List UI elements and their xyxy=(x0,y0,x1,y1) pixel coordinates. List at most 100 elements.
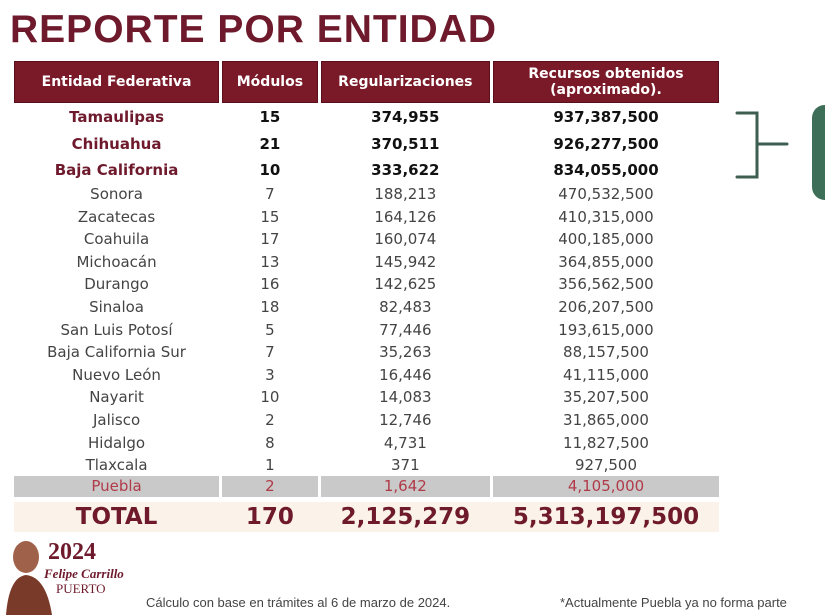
cell-recursos: 364,855,000 xyxy=(558,252,654,271)
table-row: Hidalgo 8 4,731 11,827,500 xyxy=(14,432,719,455)
table-row-puebla: Puebla 2 1,642 4,105,000 xyxy=(14,476,719,497)
table-row: Michoacán 13 145,942 364,855,000 xyxy=(14,251,719,274)
table-row: Tlaxcala 1 371 927,500 xyxy=(14,454,719,477)
total-recursos: 5,313,197,500 xyxy=(512,504,700,530)
cell-entidad: Jalisco xyxy=(92,411,141,429)
green-circle-graphic xyxy=(812,105,825,200)
cell-modulos: 1 xyxy=(265,456,275,475)
cell-recursos: 41,115,000 xyxy=(563,365,649,384)
table-row: Jalisco 2 12,746 31,865,000 xyxy=(14,409,719,432)
cell-regularizaciones: 14,083 xyxy=(379,388,432,407)
cell-regularizaciones: 164,126 xyxy=(374,207,437,226)
cell-regularizaciones: 16,446 xyxy=(379,365,432,384)
cell-regularizaciones: 4,731 xyxy=(383,433,427,452)
cell-recursos: 4,105,000 xyxy=(492,476,719,497)
table-header: Entidad Federativa Módulos Regularizacio… xyxy=(14,61,719,103)
total-row: TOTAL 170 2,125,279 5,313,197,500 xyxy=(14,502,719,532)
cell-recursos: 926,277,500 xyxy=(553,134,659,153)
cell-regularizaciones: 12,746 xyxy=(379,411,432,429)
cell-entidad: Tamaulipas xyxy=(69,108,165,126)
cell-regularizaciones: 370,511 xyxy=(371,134,440,153)
cell-recursos: 193,615,000 xyxy=(558,320,654,339)
cell-regularizaciones: 371 xyxy=(391,456,420,475)
cell-entidad: Puebla xyxy=(14,476,220,497)
cell-entidad: Nayarit xyxy=(89,388,144,407)
table-row: San Luis Potosí 5 77,446 193,615,000 xyxy=(14,319,719,342)
cell-recursos: 35,207,500 xyxy=(563,388,649,407)
cell-recursos: 206,207,500 xyxy=(558,298,654,316)
felipe-carrillo-puerto-logo: 2024 Felipe Carrillo PUERTO xyxy=(4,535,134,615)
cell-modulos: 17 xyxy=(260,230,280,249)
cell-modulos: 7 xyxy=(265,185,275,203)
cell-entidad: Baja California xyxy=(54,161,179,179)
cell-recursos: 470,532,500 xyxy=(558,185,654,203)
cell-recursos: 937,387,500 xyxy=(553,108,659,126)
cell-entidad: Zacatecas xyxy=(77,207,156,226)
cell-modulos: 7 xyxy=(265,343,275,362)
cell-modulos: 3 xyxy=(265,365,275,384)
cell-recursos: 410,315,000 xyxy=(558,207,654,226)
header-recursos: Recursos obtenidos (aproximado). xyxy=(492,61,719,103)
table-row-highlight: Baja California 10 333,622 834,055,000 xyxy=(14,157,719,183)
table-row: Durango 16 142,625 356,562,500 xyxy=(14,273,719,296)
cell-modulos: 2 xyxy=(265,411,275,429)
cell-recursos: 834,055,000 xyxy=(553,161,659,179)
table-row: Coahuila 17 160,074 400,185,000 xyxy=(14,228,719,251)
cell-entidad: Chihuahua xyxy=(71,134,162,153)
cell-entidad: Baja California Sur xyxy=(47,343,186,362)
cell-entidad: Sonora xyxy=(90,185,143,203)
footer-puebla-note: *Actualmente Puebla ya no forma parte xyxy=(560,595,787,610)
cell-regularizaciones: 142,625 xyxy=(374,275,437,294)
cell-modulos: 5 xyxy=(265,320,275,339)
page-title: REPORTE POR ENTIDAD xyxy=(10,8,498,51)
table-row-highlight: Tamaulipas 15 374,955 937,387,500 xyxy=(14,104,719,130)
cell-regularizaciones: 82,483 xyxy=(379,298,432,316)
cell-recursos: 88,157,500 xyxy=(563,343,649,362)
table-row-highlight: Chihuahua 21 370,511 926,277,500 xyxy=(14,131,719,157)
cell-modulos: 21 xyxy=(259,134,281,153)
cell-modulos: 13 xyxy=(260,252,280,271)
cell-regularizaciones: 145,942 xyxy=(374,252,437,271)
cell-regularizaciones: 188,213 xyxy=(374,185,437,203)
total-label: TOTAL xyxy=(75,504,158,530)
cell-recursos: 400,185,000 xyxy=(558,230,654,249)
brace-icon xyxy=(735,111,789,179)
table-row: Nayarit 10 14,083 35,207,500 xyxy=(14,386,719,409)
cell-modulos: 15 xyxy=(259,108,281,126)
total-regularizaciones: 2,125,279 xyxy=(340,504,471,530)
cell-regularizaciones: 77,446 xyxy=(379,320,432,339)
header-regularizaciones: Regularizaciones xyxy=(320,61,490,103)
cell-modulos: 16 xyxy=(260,275,280,294)
cell-modulos: 8 xyxy=(265,433,275,452)
cell-entidad: Durango xyxy=(84,275,149,294)
header-modulos: Módulos xyxy=(222,61,318,103)
table-row: Zacatecas 15 164,126 410,315,000 xyxy=(14,206,719,229)
cell-entidad: Sinaloa xyxy=(89,298,145,316)
cell-modulos: 2 xyxy=(222,476,318,497)
logo-year: 2024 xyxy=(48,539,96,565)
cell-regularizaciones: 160,074 xyxy=(374,230,437,249)
table-row: Sonora 7 188,213 470,532,500 xyxy=(14,183,719,206)
cell-recursos: 31,865,000 xyxy=(563,411,649,429)
cell-regularizaciones: 1,642 xyxy=(320,476,490,497)
logo-surname: PUERTO xyxy=(56,581,106,596)
table-row: Nuevo León 3 16,446 41,115,000 xyxy=(14,364,719,387)
portrait-icon xyxy=(6,541,52,615)
total-modulos: 170 xyxy=(245,504,294,530)
cell-entidad: Coahuila xyxy=(83,230,150,249)
cell-modulos: 18 xyxy=(260,298,280,316)
header-entidad: Entidad Federativa xyxy=(14,61,220,103)
table-row: Sinaloa 18 82,483 206,207,500 xyxy=(14,296,719,319)
cell-entidad: Michoacán xyxy=(76,252,157,271)
cell-regularizaciones: 35,263 xyxy=(379,343,432,362)
cell-modulos: 10 xyxy=(260,388,280,407)
cell-recursos: 11,827,500 xyxy=(563,433,649,452)
cell-modulos: 10 xyxy=(259,161,281,179)
cell-entidad: San Luis Potosí xyxy=(60,320,173,339)
cell-recursos: 356,562,500 xyxy=(558,275,654,294)
table-row: Baja California Sur 7 35,263 88,157,500 xyxy=(14,341,719,364)
cell-entidad: Nuevo León xyxy=(72,365,161,384)
cell-regularizaciones: 333,622 xyxy=(371,161,440,179)
cell-entidad: Tlaxcala xyxy=(85,456,148,475)
footer-note: Cálculo con base en trámites al 6 de mar… xyxy=(146,595,451,610)
